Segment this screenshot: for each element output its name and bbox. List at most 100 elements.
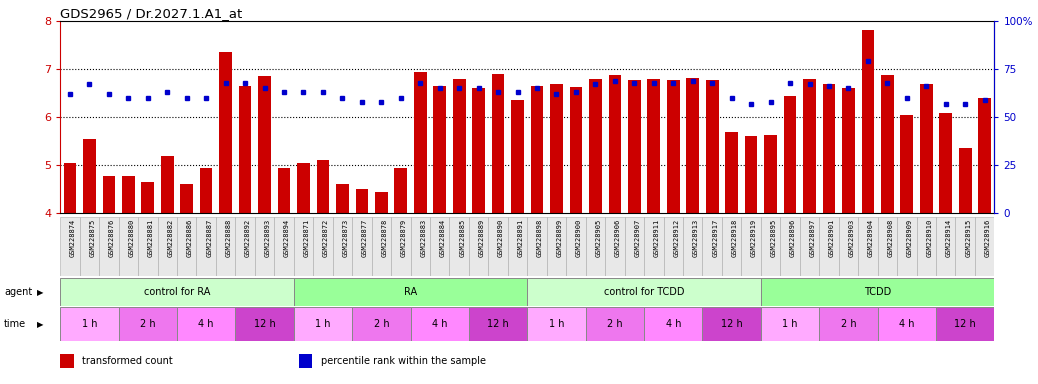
Bar <box>254 217 274 276</box>
Bar <box>297 163 309 213</box>
Bar <box>628 80 640 213</box>
Bar <box>103 176 115 213</box>
Bar <box>877 307 936 341</box>
Bar <box>667 80 680 213</box>
Bar <box>239 86 251 213</box>
Text: GSM228906: GSM228906 <box>614 219 621 257</box>
Bar <box>959 148 972 213</box>
Bar <box>608 75 621 213</box>
Text: 2 h: 2 h <box>374 319 389 329</box>
Bar <box>547 217 566 276</box>
Bar <box>176 307 236 341</box>
Bar <box>803 79 816 213</box>
Bar <box>258 76 271 213</box>
Text: percentile rank within the sample: percentile rank within the sample <box>321 356 486 366</box>
Text: GSM228898: GSM228898 <box>537 219 543 257</box>
Bar <box>430 217 449 276</box>
Bar <box>313 217 332 276</box>
Bar <box>356 189 368 213</box>
Bar <box>877 217 897 276</box>
Bar <box>936 217 955 276</box>
Text: control for TCDD: control for TCDD <box>604 287 684 297</box>
Bar <box>955 217 975 276</box>
Text: GSM228893: GSM228893 <box>265 219 271 257</box>
Bar <box>375 192 387 213</box>
Bar <box>703 217 722 276</box>
Bar <box>741 217 761 276</box>
Bar <box>236 217 254 276</box>
Text: GSM228881: GSM228881 <box>147 219 154 257</box>
Bar <box>196 217 216 276</box>
Bar <box>449 217 469 276</box>
Bar <box>60 278 294 306</box>
Bar <box>819 217 839 276</box>
Bar <box>897 217 917 276</box>
Text: 1 h: 1 h <box>316 319 331 329</box>
Text: GSM228899: GSM228899 <box>556 219 563 257</box>
Bar <box>508 217 527 276</box>
Bar <box>453 79 465 213</box>
Text: time: time <box>4 319 26 329</box>
Bar <box>784 96 796 213</box>
Bar <box>80 217 99 276</box>
Bar <box>394 167 407 213</box>
Text: GSM228912: GSM228912 <box>674 219 679 257</box>
Bar <box>200 169 213 213</box>
Bar <box>726 132 738 213</box>
Text: GSM228876: GSM228876 <box>109 219 115 257</box>
Text: 4 h: 4 h <box>665 319 681 329</box>
Bar <box>236 307 294 341</box>
Bar <box>625 217 644 276</box>
Bar <box>317 161 329 213</box>
Bar <box>761 217 781 276</box>
Text: GSM228892: GSM228892 <box>245 219 251 257</box>
Text: GSM228877: GSM228877 <box>362 219 367 257</box>
Text: GSM228880: GSM228880 <box>129 219 134 257</box>
Bar <box>527 278 761 306</box>
Bar <box>141 182 154 213</box>
Text: GSM228878: GSM228878 <box>381 219 387 257</box>
Bar <box>975 217 994 276</box>
Bar <box>527 217 547 276</box>
Bar <box>761 307 819 341</box>
Text: GSM228875: GSM228875 <box>89 219 95 257</box>
Bar <box>527 307 585 341</box>
Text: GSM228903: GSM228903 <box>848 219 854 257</box>
Bar <box>352 217 372 276</box>
Text: GSM228871: GSM228871 <box>303 219 309 257</box>
Bar <box>332 217 352 276</box>
Bar <box>411 217 430 276</box>
Bar <box>469 307 527 341</box>
Bar <box>63 163 76 213</box>
Text: 4 h: 4 h <box>198 319 214 329</box>
Bar <box>216 217 236 276</box>
Bar <box>706 80 718 213</box>
Bar <box>472 88 485 213</box>
Bar <box>663 217 683 276</box>
Bar <box>823 84 836 213</box>
Bar <box>391 217 410 276</box>
Text: GSM228919: GSM228919 <box>752 219 757 257</box>
Bar <box>644 217 663 276</box>
Bar <box>411 307 469 341</box>
Bar <box>761 278 994 306</box>
Bar <box>336 184 349 213</box>
Bar <box>352 307 410 341</box>
Text: 12 h: 12 h <box>954 319 976 329</box>
Bar <box>842 88 854 213</box>
Text: GSM228915: GSM228915 <box>965 219 972 257</box>
Text: 1 h: 1 h <box>549 319 565 329</box>
Text: GSM228882: GSM228882 <box>167 219 173 257</box>
Bar <box>469 217 488 276</box>
Text: transformed count: transformed count <box>82 356 172 366</box>
Bar <box>585 217 605 276</box>
Bar <box>372 217 391 276</box>
Bar <box>278 167 291 213</box>
Text: 12 h: 12 h <box>253 319 275 329</box>
Bar <box>648 79 660 213</box>
Bar <box>686 78 699 213</box>
Bar <box>644 307 703 341</box>
Text: GSM228907: GSM228907 <box>634 219 640 257</box>
Bar <box>60 217 80 276</box>
Bar <box>414 71 427 213</box>
